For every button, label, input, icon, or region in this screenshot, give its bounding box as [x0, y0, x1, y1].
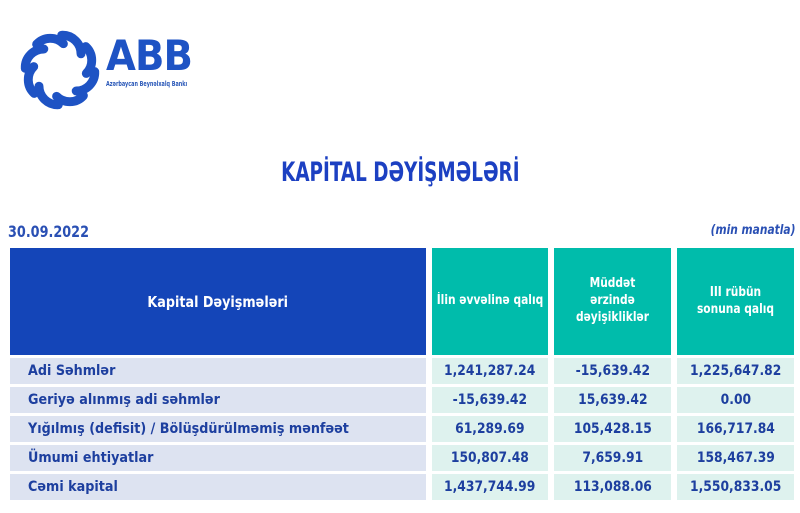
cell-value: 150,807.48	[432, 445, 548, 471]
unit-note: (min manatla)	[692, 223, 795, 238]
table-header-period-changes: Müddət ərzində dəyişikliklər	[554, 248, 671, 355]
cell-value-text: 7,659.91	[582, 450, 643, 466]
logo-wordmark-text: ABB	[106, 31, 193, 80]
row-label-text: Geriyə alınmış adi səhmlər	[28, 392, 220, 408]
cell-value: 1,550,833.05	[677, 474, 794, 500]
cell-value-text: 1,550,833.05	[689, 479, 782, 495]
logo-tagline: Azərbaycan Beynəlxalq Bankı	[106, 80, 222, 88]
cell-value: 1,225,647.82	[677, 358, 794, 384]
cell-value: 105,428.15	[554, 416, 671, 442]
header-cell-text: III rübün sonuna qalıq	[696, 284, 775, 317]
cell-value: 7,659.91	[554, 445, 671, 471]
table-header-quarter-end-balance: III rübün sonuna qalıq	[677, 248, 794, 355]
cell-value: 61,289.69	[432, 416, 548, 442]
cell-value: -15,639.42	[432, 387, 548, 413]
header-cell-text: İlin əvvəlinə qalıq	[436, 293, 544, 309]
header-cell-text: Kapital Dəyişmələri	[147, 292, 289, 311]
cell-value-text: -15,639.42	[452, 392, 528, 408]
cell-value: 1,241,287.24	[432, 358, 548, 384]
cell-value-text: 15,639.42	[577, 392, 648, 408]
abb-pinwheel-icon	[20, 30, 100, 110]
cell-value-text: 150,807.48	[451, 450, 529, 466]
cell-value-text: 61,289.69	[455, 421, 525, 437]
cell-value-text: 113,088.06	[573, 479, 652, 495]
row-label-text: Yığılmış (defisit) / Bölüşdürülməmiş mən…	[28, 421, 349, 437]
row-label-geriye-alinmis: Geriyə alınmış adi səhmlər	[10, 387, 426, 413]
cell-value-text: 0.00	[720, 392, 751, 408]
cell-value-text: 158,467.39	[696, 450, 775, 466]
row-label-text: Adi Səhmlər	[28, 363, 116, 379]
row-label-text: Cəmi kapital	[28, 479, 118, 495]
report-date-text: 30.09.2022	[8, 222, 89, 241]
cell-value: 113,088.06	[554, 474, 671, 500]
report-date: 30.09.2022	[8, 222, 109, 241]
logo-wordmark: ABB	[106, 31, 222, 80]
capital-changes-table: Kapital Dəyişmələri İlin əvvəlinə qalıq …	[10, 248, 794, 500]
abb-logo: ABB Azərbaycan Beynəlxalq Bankı	[16, 28, 222, 112]
cell-value: -15,639.42	[554, 358, 671, 384]
row-label-text: Ümumi ehtiyatlar	[28, 450, 154, 466]
cell-value-text: -15,639.42	[575, 363, 650, 379]
row-label-yigilmis-defisit: Yığılmış (defisit) / Bölüşdürülməmiş mən…	[10, 416, 426, 442]
cell-value-text: 1,437,744.99	[444, 479, 536, 495]
cell-value: 166,717.84	[677, 416, 794, 442]
header-cell-text: Müddət ərzində dəyişikliklər	[575, 276, 650, 325]
logo-text-block: ABB Azərbaycan Beynəlxalq Bankı	[106, 31, 222, 88]
cell-value: 1,437,744.99	[432, 474, 548, 500]
cell-value-text: 1,241,287.24	[444, 363, 536, 379]
cell-value: 15,639.42	[554, 387, 671, 413]
unit-note-text: (min manatla)	[710, 223, 795, 238]
logo-tagline-text: Azərbaycan Beynəlxalq Bankı	[106, 80, 188, 89]
table-header-kapital-deyismeleri: Kapital Dəyişmələri	[10, 248, 426, 355]
row-label-umumi-ehtiyatlar: Ümumi ehtiyatlar	[10, 445, 426, 471]
table-header-opening-balance: İlin əvvəlinə qalıq	[432, 248, 548, 355]
cell-value: 158,467.39	[677, 445, 794, 471]
cell-value: 0.00	[677, 387, 794, 413]
cell-value-text: 166,717.84	[696, 421, 775, 437]
row-label-adi-sehmler: Adi Səhmlər	[10, 358, 426, 384]
row-label-cemi-kapital: Cəmi kapital	[10, 474, 426, 500]
page-title: KAPİTAL DƏYİŞMƏLƏRİ	[0, 157, 800, 188]
cell-value-text: 1,225,647.82	[689, 363, 782, 379]
page-title-text: KAPİTAL DƏYİŞMƏLƏRİ	[280, 157, 520, 188]
cell-value-text: 105,428.15	[573, 421, 652, 437]
